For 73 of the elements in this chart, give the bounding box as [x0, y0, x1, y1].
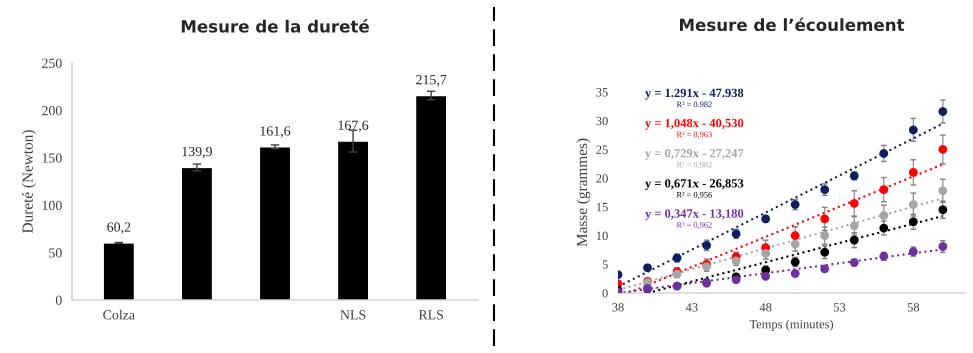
point — [938, 145, 948, 154]
x-tick-label: NLS — [340, 310, 366, 320]
bar — [180, 166, 214, 300]
x-tick-label: Colza — [103, 310, 135, 320]
point — [908, 200, 918, 209]
point — [850, 199, 859, 208]
y-tick-label: 0 — [602, 289, 608, 298]
chart-title: Mesure de la dureté — [182, 19, 369, 33]
annotation: y = 0,347x - 13,180 — [645, 209, 744, 220]
annotation: R² = 0,982 — [676, 162, 712, 169]
bar — [258, 146, 292, 300]
data-label: 60,2 — [107, 222, 130, 234]
annotation: R² = 0,956 — [676, 192, 712, 199]
annotation: y = 0,729x - 27,247 — [645, 148, 744, 160]
point — [879, 224, 888, 232]
data-label: 161,6 — [260, 126, 290, 138]
y-tick-label: 10 — [596, 232, 608, 240]
point — [908, 126, 918, 134]
y-tick-label: 50 — [49, 248, 62, 258]
point — [732, 275, 741, 284]
annotation: y = 1.291x - 47.938 — [645, 88, 744, 100]
point — [790, 269, 800, 278]
point — [879, 149, 888, 158]
point — [850, 221, 859, 230]
x-tick-label: 58 — [908, 303, 920, 312]
x-tick-label: RLS — [418, 310, 444, 320]
y-tick-label: 20 — [596, 174, 608, 183]
y-tick-label: 0 — [56, 296, 62, 305]
point — [702, 262, 711, 271]
x-tick-label: 53 — [834, 303, 846, 312]
y-axis-title: Masse (grammes) — [576, 138, 590, 247]
bar — [414, 94, 448, 300]
x-tick-label: 43 — [686, 303, 698, 312]
point — [761, 272, 770, 281]
annotation: y = 1,048x - 40,530 — [645, 118, 744, 130]
annotation: R² = 0,963 — [676, 132, 712, 138]
point — [643, 263, 652, 272]
point — [938, 107, 948, 116]
point — [938, 242, 948, 251]
annotation: R² = 0,962 — [676, 222, 712, 229]
point — [790, 231, 800, 240]
point — [790, 240, 800, 249]
y-axis-title: Dureté (Newton) — [22, 130, 36, 234]
x-axis-title: Temps (minutes) — [750, 320, 834, 331]
point — [938, 186, 948, 196]
point — [879, 185, 888, 194]
x-tick-label: 38 — [612, 303, 624, 312]
y-tick-label: 5 — [602, 260, 608, 269]
y-tick-label: 35 — [596, 88, 608, 96]
bar — [336, 140, 370, 300]
point — [820, 185, 830, 194]
data-label: 215,7 — [416, 75, 446, 86]
point — [820, 264, 830, 274]
y-tick-label: 15 — [596, 202, 608, 212]
annotation: R² = 0.982 — [676, 102, 712, 108]
y-tick-label: 200 — [42, 106, 62, 116]
y-tick-label: 250 — [42, 58, 62, 68]
y-tick-label: 25 — [596, 145, 608, 154]
data-label: 167,6 — [338, 120, 368, 132]
point — [908, 168, 918, 177]
point — [820, 214, 830, 224]
x-tick-label: 48 — [760, 303, 772, 312]
annotation: y = 0,671x - 26,853 — [645, 179, 744, 190]
y-tick-label: 150 — [42, 153, 62, 163]
chart-title: Mesure de l’écoulement — [680, 18, 904, 32]
point — [672, 270, 682, 278]
y-tick-label: 100 — [42, 200, 62, 210]
data-label: 139,9 — [182, 146, 212, 158]
point — [938, 205, 948, 214]
point — [732, 256, 741, 266]
point — [761, 248, 770, 258]
y-tick-label: 30 — [596, 116, 608, 126]
bar — [102, 242, 136, 300]
